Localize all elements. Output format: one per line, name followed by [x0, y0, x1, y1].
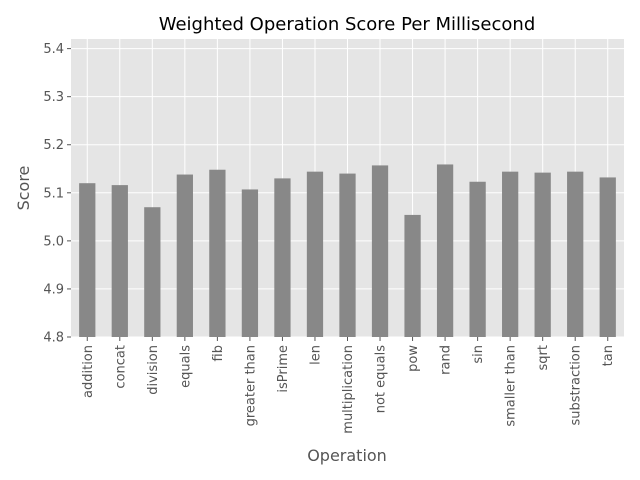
x-tick-label: pow [406, 345, 421, 372]
y-tick-label: 4.8 [43, 331, 64, 346]
bar-len [306, 171, 324, 337]
bar-addition [79, 183, 96, 337]
bars [79, 164, 616, 337]
bar-pow [404, 214, 421, 337]
x-tick-label: division [146, 345, 161, 395]
x-tick-label: substraction [569, 345, 584, 426]
x-tick-label: smaller than [504, 345, 519, 427]
bar-tan [599, 177, 616, 337]
x-tick-label: multiplication [341, 345, 356, 434]
y-tick-label: 5.1 [43, 186, 64, 201]
x-tick-label: tan [601, 345, 616, 366]
y-tick-label: 5.2 [43, 138, 64, 153]
chart-title: Weighted Operation Score Per Millisecond [159, 14, 536, 35]
bar-sqrt [534, 172, 551, 337]
x-tick-label: rand [439, 345, 454, 375]
x-tick-label: greater than [243, 345, 258, 426]
bar-greater-than [241, 189, 259, 337]
bar-substraction [567, 171, 584, 337]
bar-division [144, 207, 161, 337]
y-axis-ticks: 4.8 4.9 5.0 5.1 5.2 5.3 5.4 [43, 42, 71, 346]
y-tick-label: 4.9 [43, 282, 64, 297]
bar-equals [176, 174, 193, 337]
x-tick-label: not equals [374, 345, 389, 413]
y-axis-label: Score [14, 166, 33, 211]
bar-sin [469, 181, 486, 337]
x-axis-ticks: addition concat division equals fib greater t… [81, 337, 616, 434]
x-tick-label: sqrt [536, 345, 551, 370]
x-tick-label: equals [178, 345, 193, 388]
bar-not-equals [371, 165, 389, 337]
x-tick-label: fib [211, 345, 226, 361]
bar-concat [111, 185, 128, 337]
bar-multiplication [339, 173, 356, 337]
bar-rand [436, 164, 454, 337]
y-tick-label: 5.0 [43, 234, 64, 249]
bar-isPrime [274, 178, 291, 337]
x-tick-label: sin [471, 345, 486, 364]
x-tick-label: concat [113, 345, 128, 389]
x-tick-label: addition [81, 345, 96, 398]
x-tick-label: len [308, 345, 323, 365]
y-tick-label: 5.4 [43, 42, 64, 57]
x-axis-label: Operation [307, 446, 387, 465]
y-tick-label: 5.3 [43, 90, 64, 105]
x-tick-label: isPrime [276, 345, 291, 393]
bar-smaller-than [502, 171, 519, 337]
bar-fib [209, 169, 226, 337]
